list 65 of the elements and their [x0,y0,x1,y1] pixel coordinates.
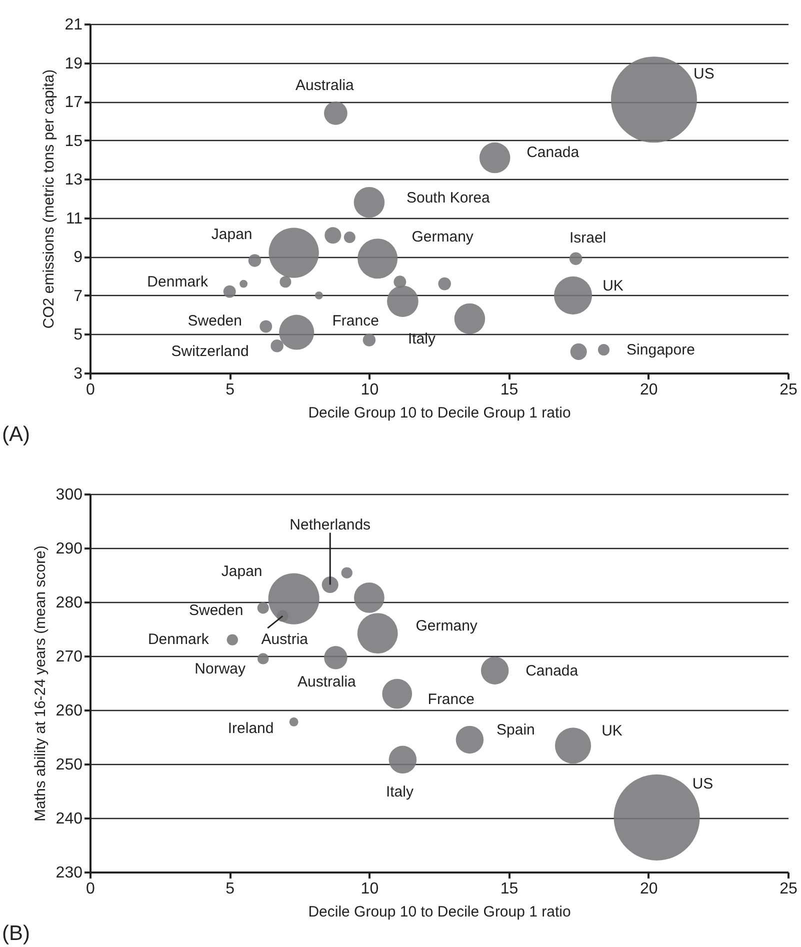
annotation: France [332,312,379,330]
x-axis-title: Decile Group 10 to Decile Group 1 ratio [308,404,571,422]
annotation: US [694,66,714,83]
x-tick-label: 25 [780,382,798,398]
y-tick-label: 260 [56,702,83,720]
annotation: Norway [194,660,246,678]
x-tick-label: 25 [780,880,798,898]
annotation: Japan [221,562,262,580]
x-tick-label: 5 [226,880,235,898]
y-tick-label: 280 [56,594,83,612]
x-tick-label: 0 [86,880,96,898]
y-tick-label: 300 [56,486,83,504]
y-tick-label: 11 [66,210,83,228]
annotation: Ireland [228,720,274,737]
annotation: UK [602,277,624,294]
y-tick-label: 17 [64,94,83,112]
annotation: Sweden [188,312,242,330]
y-tick-label: 9 [74,249,83,266]
y-tick-label: 290 [56,540,83,558]
annotation: Japan [211,226,252,243]
y-tick-label: 270 [56,648,83,666]
x-tick-label: 20 [640,880,658,898]
x-tick-label: 15 [500,382,518,398]
text: (B) [2,922,30,945]
annotation: Switzerland [171,342,249,360]
annotation: Austria [261,631,309,648]
x-tick-label: 0 [86,382,96,398]
annotation: Australia [296,77,355,94]
annotation: Denmark [147,274,209,291]
x-tick-label: 5 [226,382,235,398]
x-tick-label: 10 [360,382,379,398]
text: (A) [2,423,30,446]
annotation: South Korea [406,189,491,206]
y-tick-label: 240 [56,810,83,828]
annotation: Italy [386,784,414,801]
y-axis-title: CO2 emissions (metric tons per capita) [40,69,58,329]
y-tick-label: 13 [64,172,83,189]
y-tick-label: 19 [64,55,83,72]
annotation: Germany [412,228,474,246]
y-tick-label: 15 [64,132,83,150]
annotation: Germany [416,617,478,634]
y-tick-label: 5 [74,326,83,344]
annotation: Netherlands [290,516,371,534]
y-axis-title: Maths ability at 16-24 years (mean score) [32,546,49,822]
annotation: Spain [496,722,535,739]
annotation: Canada [526,144,580,161]
annotation: Canada [526,662,579,680]
annotation: Australia [298,674,357,691]
annotation: Israel [569,230,606,247]
annotation: Singapore [626,342,695,359]
y-tick-label: 250 [56,756,83,774]
y-tick-label: 230 [56,864,83,882]
y-tick-label: 21 [64,16,83,34]
annotation: Sweden [188,602,244,619]
annotation: Italy [408,330,436,348]
x-tick-label: 15 [500,880,518,898]
y-tick-label: 3 [74,366,83,382]
y-tick-label: 7 [74,288,83,305]
annotation: UK [602,722,622,740]
x-axis-title: Decile Group 10 to Decile Group 1 ratio [308,904,571,920]
annotation: France [428,690,474,708]
annotation: US [692,775,714,792]
x-tick-label: 10 [360,880,379,898]
annotation: Denmark [148,630,210,648]
x-tick-label: 20 [640,382,658,398]
